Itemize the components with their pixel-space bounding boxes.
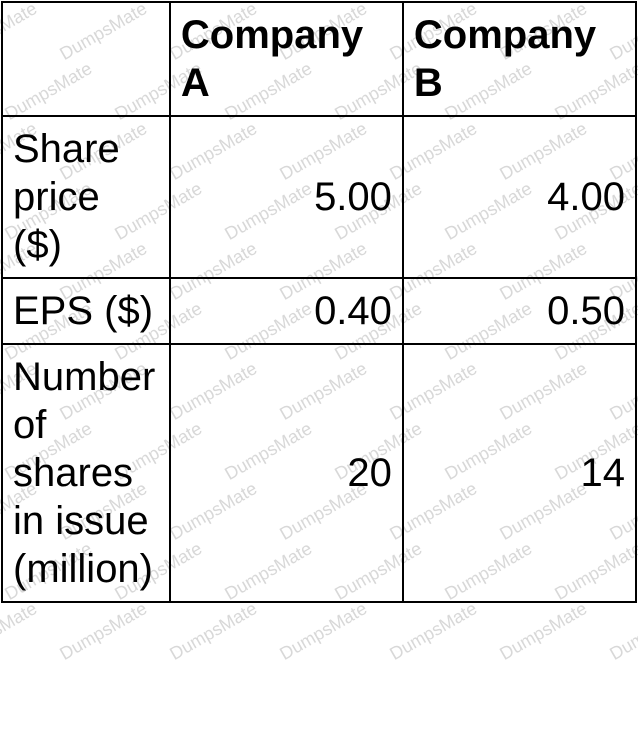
column-header-company-a: Company A (170, 2, 403, 116)
table-row: EPS ($) 0.40 0.50 (2, 278, 636, 344)
financial-table: Company A Company B Share price ($) 5.00… (1, 1, 637, 603)
table-row: Number of shares in issue (million) 20 1… (2, 344, 636, 602)
cell-eps-b: 0.50 (403, 278, 636, 344)
table-row: Share price ($) 5.00 4.00 (2, 116, 636, 278)
cell-shares-b: 14 (403, 344, 636, 602)
row-label-share-price: Share price ($) (2, 116, 170, 278)
cell-shares-a: 20 (170, 344, 403, 602)
row-label-shares-in-issue: Number of shares in issue (million) (2, 344, 170, 602)
column-header-blank (2, 2, 170, 116)
row-label-eps: EPS ($) (2, 278, 170, 344)
cell-share-price-b: 4.00 (403, 116, 636, 278)
cell-share-price-a: 5.00 (170, 116, 403, 278)
table-header-row: Company A Company B (2, 2, 636, 116)
cell-eps-a: 0.40 (170, 278, 403, 344)
column-header-company-b: Company B (403, 2, 636, 116)
